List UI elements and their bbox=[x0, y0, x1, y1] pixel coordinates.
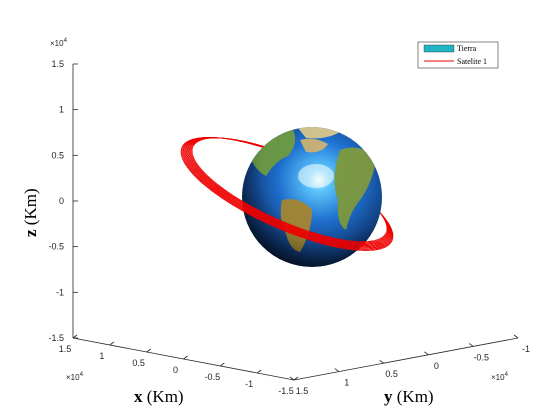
z-tick-label: 0.5 bbox=[51, 150, 64, 160]
z-axis-label: z (Km) bbox=[21, 188, 40, 237]
x-tick-mark bbox=[220, 362, 225, 367]
y-tick-mark bbox=[468, 343, 474, 347]
orbit-track-front bbox=[191, 146, 387, 243]
z-tick-label: 1.5 bbox=[51, 59, 64, 69]
orbit-track-front bbox=[180, 147, 393, 252]
y-axis-line bbox=[293, 337, 519, 381]
orbit-track-front bbox=[188, 146, 389, 245]
x-tick-mark bbox=[183, 355, 188, 360]
y-tick-label: -0.5 bbox=[473, 352, 489, 362]
z-tick-label: -1.5 bbox=[48, 333, 64, 343]
orbit-track-front bbox=[189, 146, 388, 244]
x-tick-label: -1.5 bbox=[278, 386, 294, 396]
y-tick-label: 1.5 bbox=[296, 386, 309, 396]
y-tick-mark bbox=[424, 351, 429, 356]
y-tick-label: 1 bbox=[344, 378, 349, 388]
z-tick-label: 0 bbox=[59, 196, 64, 206]
orbit-track-front bbox=[184, 146, 391, 249]
x-tick-label: 0.5 bbox=[132, 358, 145, 368]
orbit-track-front bbox=[189, 146, 388, 244]
legend: Tierra Satelite 1 bbox=[417, 41, 499, 69]
legend-swatch-tierra bbox=[423, 44, 455, 53]
x-axis-ticks: 1.5 1 0.5 0 -0.5 -1 -1.5 bbox=[59, 334, 299, 396]
y-tick-label: 0.5 bbox=[385, 369, 398, 379]
z-exponent-label: ×104 bbox=[50, 38, 68, 48]
orbit-track-front bbox=[187, 146, 389, 246]
x-tick-mark bbox=[146, 348, 151, 353]
x-tick-label: -1 bbox=[245, 379, 253, 389]
z-tick-label: 1 bbox=[59, 105, 64, 115]
orbit-track-front bbox=[181, 147, 392, 251]
orbit-track-front bbox=[190, 146, 388, 244]
x-tick-mark bbox=[109, 341, 115, 346]
y-tick-label: 0 bbox=[434, 361, 439, 371]
orbit-track-front bbox=[191, 146, 387, 242]
x-tick-label: 1 bbox=[99, 351, 104, 361]
orbit-track-front bbox=[186, 146, 390, 247]
x-axis-label: x (Km) bbox=[134, 387, 184, 406]
earth-surface bbox=[242, 127, 382, 267]
orbit-track-front bbox=[187, 146, 389, 246]
satelite-orbit-front bbox=[180, 146, 393, 252]
x-tick-mark bbox=[256, 369, 262, 374]
x-exponent-label: ×104 bbox=[66, 372, 84, 382]
svg-text:×104: ×104 bbox=[50, 38, 68, 48]
orbit-track-front bbox=[186, 146, 390, 247]
y-tick-label: -1 bbox=[522, 344, 530, 354]
svg-text:×104: ×104 bbox=[491, 372, 509, 382]
x-tick-label: 1.5 bbox=[59, 344, 72, 354]
y-tick-mark bbox=[334, 368, 340, 372]
orbit-track-front bbox=[183, 146, 391, 249]
z-axis-ticks: 1.5 1 0.5 0 -0.5 -1 -1.5 bbox=[48, 59, 78, 343]
x-tick-label: 0 bbox=[173, 365, 178, 375]
y-axis-ticks: 1.5 1 0.5 0 -0.5 -1 bbox=[289, 334, 530, 396]
y-tick-mark bbox=[513, 334, 519, 339]
legend-label-satelite: Satelite 1 bbox=[457, 57, 487, 66]
y-tick-mark bbox=[289, 376, 295, 381]
z-tick-label: -0.5 bbox=[48, 242, 64, 252]
orbit-track-front bbox=[184, 146, 391, 248]
legend-label-tierra: Tierra bbox=[457, 44, 477, 53]
x-tick-mark bbox=[293, 376, 299, 381]
y-axis-label: y (Km) bbox=[384, 387, 434, 406]
y-tick-mark bbox=[379, 359, 384, 364]
x-tick-mark bbox=[72, 334, 78, 339]
z-tick-label: -1 bbox=[56, 287, 64, 297]
x-tick-label: -0.5 bbox=[205, 372, 221, 382]
orbit-track-front bbox=[182, 147, 392, 250]
y-exponent-label: ×104 bbox=[491, 372, 509, 382]
svg-text:×104: ×104 bbox=[66, 372, 84, 382]
orbit-track-front bbox=[182, 147, 392, 250]
orbit-track-front bbox=[185, 146, 390, 248]
